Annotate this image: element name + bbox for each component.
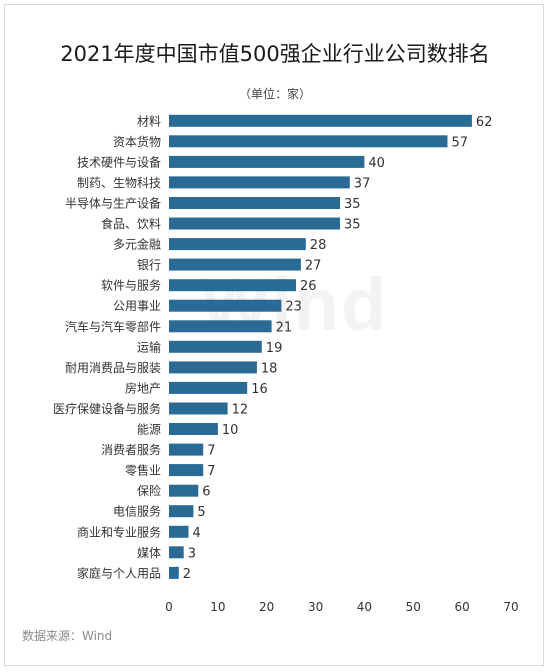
value-label: 19 [266,341,283,356]
value-label: 2 [183,567,191,582]
value-label: 7 [207,444,215,459]
category-label: 公用事业 [113,299,161,313]
bar [169,217,340,230]
bar [169,340,262,353]
bar [169,299,282,312]
category-label: 家庭与个人用品 [77,565,161,580]
bar [169,279,296,292]
value-label: 23 [285,300,302,315]
bar [169,484,199,497]
bar [169,443,204,456]
category-label: 电信服务 [113,504,161,519]
category-label: 媒体 [137,546,161,560]
category-label: 食品、饮料 [101,216,161,231]
bar [169,238,306,251]
category-label: 商业和专业服务 [77,524,161,539]
category-label: 消费者服务 [101,442,161,457]
chart-frame [4,4,544,666]
category-label: 耐用消费品与服装 [65,361,161,375]
category-label: 医疗保健设备与服务 [53,401,161,416]
bar [169,505,194,518]
category-label: 技术硬件与设备 [77,155,161,169]
data-source: 数据来源：Wind [22,629,113,643]
category-label: 材料 [137,114,161,128]
category-label: 零售业 [125,463,161,478]
bar [169,197,340,209]
value-label: 10 [222,423,239,438]
value-label: 28 [310,238,327,253]
value-label: 21 [276,320,293,335]
category-label: 能源 [137,423,161,437]
value-label: 26 [300,279,317,294]
value-label: 16 [251,382,268,397]
x-tick-label: 20 [259,600,274,614]
bar [169,464,204,477]
x-tick-label: 0 [165,600,173,614]
category-label: 房地产 [125,380,161,395]
value-label: 37 [354,176,371,191]
category-label: 资本货物 [113,134,161,149]
value-label: 62 [476,115,493,130]
value-label: 57 [452,135,469,150]
category-label: 运输 [137,339,161,354]
x-tick-label: 60 [454,600,469,614]
bar [169,402,228,415]
bar [169,135,448,148]
value-label: 12 [232,403,249,418]
category-label: 多元金融 [113,237,161,252]
x-tick-label: 50 [406,600,421,614]
bar [169,176,350,189]
category-label: 软件与服务 [101,278,161,293]
bar [169,546,184,559]
value-label: 5 [197,505,205,520]
bar [169,423,218,435]
value-label: 18 [261,361,278,376]
category-label: 半导体与生产设备 [65,197,161,211]
bar [169,525,189,538]
bar [169,381,248,394]
value-label: 7 [207,464,215,479]
category-label: 银行 [137,258,161,272]
category-label: 保险 [137,483,161,498]
bar [169,114,472,127]
chart-subtitle: （单位：家） [238,87,311,101]
x-tick-label: 40 [357,600,372,614]
value-label: 6 [202,485,210,500]
value-label: 40 [368,156,385,171]
x-tick-label: 70 [503,600,518,614]
value-label: 4 [193,526,201,541]
x-tick-label: 30 [308,600,323,614]
bar [169,361,257,374]
value-label: 3 [188,546,196,561]
value-label: 35 [344,218,361,233]
bar [169,155,365,168]
bar [169,566,179,579]
bar [169,258,301,271]
value-label: 35 [344,197,361,212]
bar [169,320,272,333]
x-tick-label: 10 [210,600,225,614]
value-label: 27 [305,259,322,274]
chart-title: 2021年度中国市值500强企业行业公司数排名 [60,42,490,66]
category-label: 汽车与汽车零部件 [65,319,161,334]
category-label: 制药、生物科技 [77,176,161,190]
